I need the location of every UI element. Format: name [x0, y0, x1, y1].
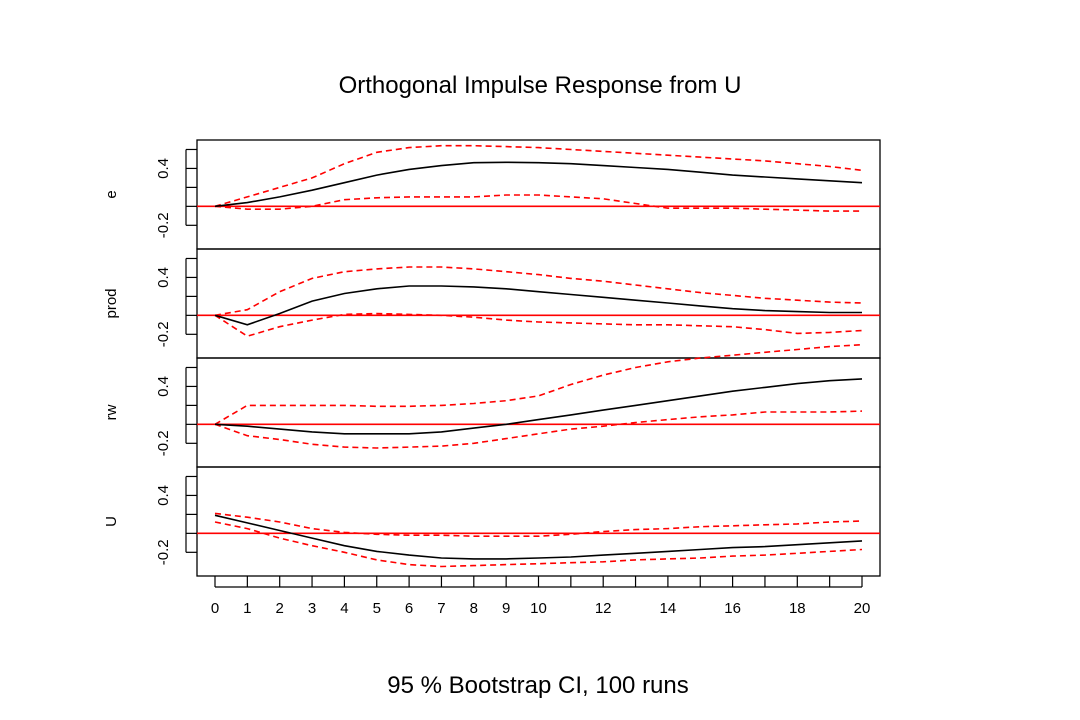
x-tick-label: 7 — [437, 600, 445, 617]
x-tick-label: 4 — [340, 600, 348, 617]
x-tick-label: 1 — [243, 600, 251, 617]
panel-label-prod: prod — [103, 288, 120, 318]
x-tick-label: 12 — [595, 600, 612, 617]
x-tick-label: 16 — [724, 600, 741, 617]
ci-upper-line-e — [214, 144, 863, 208]
x-tick-label: 8 — [470, 600, 478, 617]
y-tick-label-prod: 0.4 — [155, 267, 172, 288]
x-tick-label: 3 — [308, 600, 316, 617]
x-tick-label: 0 — [211, 600, 219, 617]
x-tick-label: 6 — [405, 600, 413, 617]
panel-frame-prod — [196, 248, 881, 359]
ci-lower-line-rw — [214, 410, 863, 449]
ci-upper-line-u — [214, 512, 863, 537]
x-tick-label: 18 — [789, 600, 806, 617]
y-tick-label-u: -0.2 — [155, 539, 172, 565]
y-tick-label-e: 0.4 — [155, 158, 172, 179]
x-tick-label: 2 — [276, 600, 284, 617]
ci-upper-line-prod — [214, 266, 863, 317]
panel-label-e: e — [103, 190, 120, 198]
x-tick-label: 10 — [530, 600, 547, 617]
ci-upper-line-rw — [214, 343, 863, 425]
y-tick-label-prod: -0.2 — [155, 321, 172, 347]
response-line-e — [214, 161, 863, 208]
panel-frame-rw — [196, 357, 881, 468]
x-tick-label: 20 — [854, 600, 871, 617]
response-line-rw — [214, 378, 863, 435]
x-tick-label: 14 — [660, 600, 677, 617]
y-tick-label-rw: -0.2 — [155, 430, 172, 456]
x-tick-label: 9 — [502, 600, 510, 617]
panel-label-u: U — [103, 516, 120, 527]
x-tick-label: 5 — [373, 600, 381, 617]
y-tick-label-rw: 0.4 — [155, 376, 172, 397]
response-line-prod — [214, 285, 862, 326]
panel-label-rw: rw — [103, 404, 120, 420]
response-line-u — [214, 514, 863, 560]
ci-lower-line-u — [214, 521, 863, 568]
ci-lower-line-e — [214, 194, 862, 212]
y-tick-label-e: -0.2 — [155, 212, 172, 238]
panel-frame-u — [196, 466, 881, 577]
ci-lower-line-prod — [214, 312, 863, 338]
x-axis-footer: 95 % Bootstrap CI, 100 runs — [387, 672, 689, 699]
chart-title: Orthogonal Impulse Response from U — [339, 72, 742, 99]
y-tick-label-u: 0.4 — [155, 485, 172, 506]
